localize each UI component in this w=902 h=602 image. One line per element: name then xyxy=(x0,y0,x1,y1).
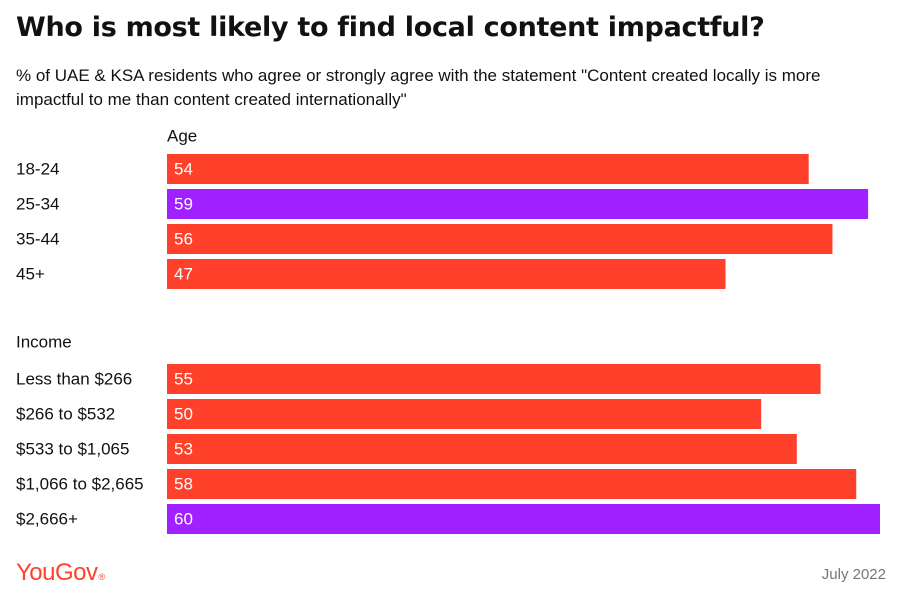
bar-value-label: 54 xyxy=(174,159,193,178)
bar-value-label: 55 xyxy=(174,369,193,388)
chart-subtitle: % of UAE & KSA residents who agree or st… xyxy=(16,66,821,109)
category-label: $533 to $1,065 xyxy=(16,439,129,458)
bar xyxy=(167,364,821,394)
bar-value-label: 60 xyxy=(174,509,193,528)
bar-value-label: 53 xyxy=(174,439,193,458)
category-label: 25-34 xyxy=(16,194,59,213)
bar-value-label: 47 xyxy=(174,264,193,283)
category-label: 45+ xyxy=(16,264,45,283)
group-label: Age xyxy=(167,126,197,145)
bar xyxy=(167,434,797,464)
chart-title: Who is most likely to find local content… xyxy=(16,12,765,43)
bar-value-label: 59 xyxy=(174,194,193,213)
bar xyxy=(167,469,857,499)
bar xyxy=(167,399,762,429)
bar-value-label: 50 xyxy=(174,404,193,423)
bar xyxy=(167,504,880,534)
bar-value-label: 56 xyxy=(174,229,193,248)
bar xyxy=(167,189,869,219)
category-label: Less than $266 xyxy=(16,369,132,388)
category-label: $266 to $532 xyxy=(16,404,115,423)
category-label: 18-24 xyxy=(16,159,59,178)
bar xyxy=(167,259,726,289)
group-label: Income xyxy=(16,332,72,351)
category-label: 35-44 xyxy=(16,229,59,248)
bar xyxy=(167,224,833,254)
yougov-logo: YouGov® xyxy=(16,559,105,586)
footer-date: July 2022 xyxy=(821,566,886,583)
bar-value-label: 58 xyxy=(174,474,193,493)
category-label: $1,066 to $2,665 xyxy=(16,474,144,493)
category-label: $2,666+ xyxy=(16,509,78,528)
bar xyxy=(167,154,809,184)
